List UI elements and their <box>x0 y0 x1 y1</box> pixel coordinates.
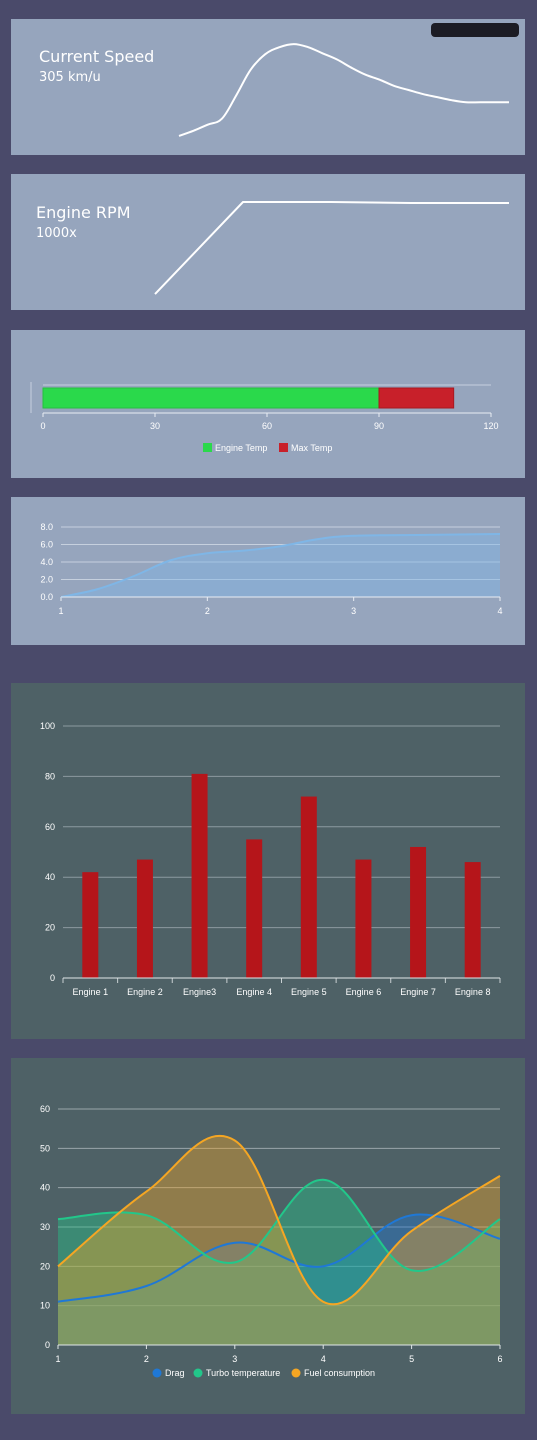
multi-area-card: 0 10 20 30 40 50 60 1 2 3 4 5 6 Drag Turbo temperature… <box>11 1058 525 1414</box>
y-tick-label: 0.0 <box>40 592 53 602</box>
x-tick-label: 1 <box>55 1354 60 1364</box>
x-tick-label: 60 <box>262 421 272 431</box>
y-tick-label: 100 <box>40 721 55 731</box>
bar-engine-5 <box>300 796 317 978</box>
bar-engine-temp <box>42 387 380 409</box>
x-tick-label: 4 <box>497 606 502 616</box>
y-tick-label: 0 <box>45 1340 50 1350</box>
y-tick-label: 2.0 <box>40 575 53 585</box>
y-tick-label: 4.0 <box>40 557 53 567</box>
speed-series-line <box>178 43 509 137</box>
area-fill-drag <box>58 1214 500 1345</box>
rpm-value: 1000x <box>36 226 77 241</box>
x-tick-label: 6 <box>497 1354 502 1364</box>
y-tick-label: 80 <box>45 771 55 781</box>
color-palette-toolbar[interactable] <box>431 23 519 37</box>
area-fill <box>61 534 500 597</box>
y-tick-label: 60 <box>40 1104 50 1114</box>
x-tick-label: 4 <box>321 1354 326 1364</box>
bar-engine-8 <box>464 862 481 978</box>
y-tick-label: 60 <box>45 822 55 832</box>
legend-label: Drag <box>165 1368 185 1378</box>
legend-swatch <box>291 1368 301 1378</box>
x-tick-label: 2 <box>205 606 210 616</box>
bar-engine-4 <box>246 839 263 978</box>
speed-card: Current Speed 305 km/u <box>11 19 525 155</box>
multi-series-area-chart: 0 10 20 30 40 50 60 1 2 3 4 5 6 Drag Turbo temperature… <box>40 1104 503 1378</box>
y-tick-label: 50 <box>40 1143 50 1153</box>
y-tick-label: 0 <box>50 973 55 983</box>
area-series-line <box>60 533 501 598</box>
x-tick-label: Engine 2 <box>127 987 163 997</box>
x-tick-label: Engine 6 <box>346 987 382 997</box>
bar-engine-1 <box>82 872 99 978</box>
y-tick-label: 6.0 <box>40 540 53 550</box>
bar-engine-6 <box>355 859 372 978</box>
speed-value: 305 km/u <box>39 70 101 85</box>
bar-engine-7 <box>410 846 427 978</box>
x-tick-label: 90 <box>374 421 384 431</box>
engine-bar-card: 0 20 40 60 80 100 Engine 1 Engine 2 Engine3 Engin… <box>11 683 525 1039</box>
y-tick-label: 20 <box>45 923 55 933</box>
y-tick-label: 40 <box>40 1183 50 1193</box>
y-tick-label: 8.0 <box>40 522 53 532</box>
x-tick-label: 3 <box>232 1354 237 1364</box>
x-tick-label: Engine 7 <box>400 987 436 997</box>
speed-sparkline <box>178 43 509 137</box>
x-tick-label: Engine 1 <box>73 987 109 997</box>
rpm-series-line <box>154 201 509 295</box>
x-tick-label: 3 <box>351 606 356 616</box>
y-tick-label: 20 <box>40 1261 50 1271</box>
area-fill-fuel-consumption <box>58 1135 500 1345</box>
y-tick-label: 40 <box>45 872 55 882</box>
x-tick-label: Engine 4 <box>236 987 272 997</box>
x-tick-label: 30 <box>150 421 160 431</box>
engine-bar-chart: 0 20 40 60 80 100 Engine 1 Engine 2 Engine3 Engin… <box>40 721 501 997</box>
legend-label: Engine Temp <box>215 443 267 453</box>
x-tick-label: Engine 5 <box>291 987 327 997</box>
x-tick-label: Engine 8 <box>455 987 491 997</box>
legend-swatch <box>193 1368 203 1378</box>
legend-label: Max Temp <box>291 443 332 453</box>
rpm-title: Engine RPM <box>36 203 131 222</box>
x-tick-label: 120 <box>483 421 498 431</box>
legend-swatch <box>279 443 288 452</box>
rpm-card: Engine RPM 1000x <box>11 174 525 310</box>
speed-title: Current Speed <box>39 47 155 66</box>
series-line-fuel-consumption <box>57 1134 501 1306</box>
legend-label: Turbo temperature <box>206 1368 280 1378</box>
temperature-bar-chart: 0 30 60 90 120 Engine Temp Max Temp <box>30 382 499 453</box>
rpm-sparkline <box>154 201 509 295</box>
bar-engine-2 <box>136 859 153 978</box>
y-tick-label: 30 <box>40 1222 50 1232</box>
series-line-drag <box>57 1213 501 1303</box>
bar-engine-3 <box>191 773 208 978</box>
legend-swatch <box>152 1368 162 1378</box>
x-tick-label: 5 <box>409 1354 414 1364</box>
area-fill-turbo-temperature <box>58 1179 500 1345</box>
x-tick-label: 0 <box>40 421 45 431</box>
x-tick-label: Engine3 <box>183 987 216 997</box>
area-line-chart: 0.0 2.0 4.0 6.0 8.0 1 2 3 4 <box>40 522 502 616</box>
legend-label: Fuel consumption <box>304 1368 375 1378</box>
x-tick-label: 2 <box>144 1354 149 1364</box>
legend-swatch <box>203 443 212 452</box>
bar-max-temp <box>378 387 455 409</box>
series-line-turbo-temperature <box>57 1178 501 1272</box>
area-card: 0.0 2.0 4.0 6.0 8.0 1 2 3 4 <box>11 497 525 645</box>
x-tick-label: 1 <box>58 606 63 616</box>
y-tick-label: 10 <box>40 1301 50 1311</box>
temperature-card: 0 30 60 90 120 Engine Temp Max Temp <box>11 330 525 478</box>
